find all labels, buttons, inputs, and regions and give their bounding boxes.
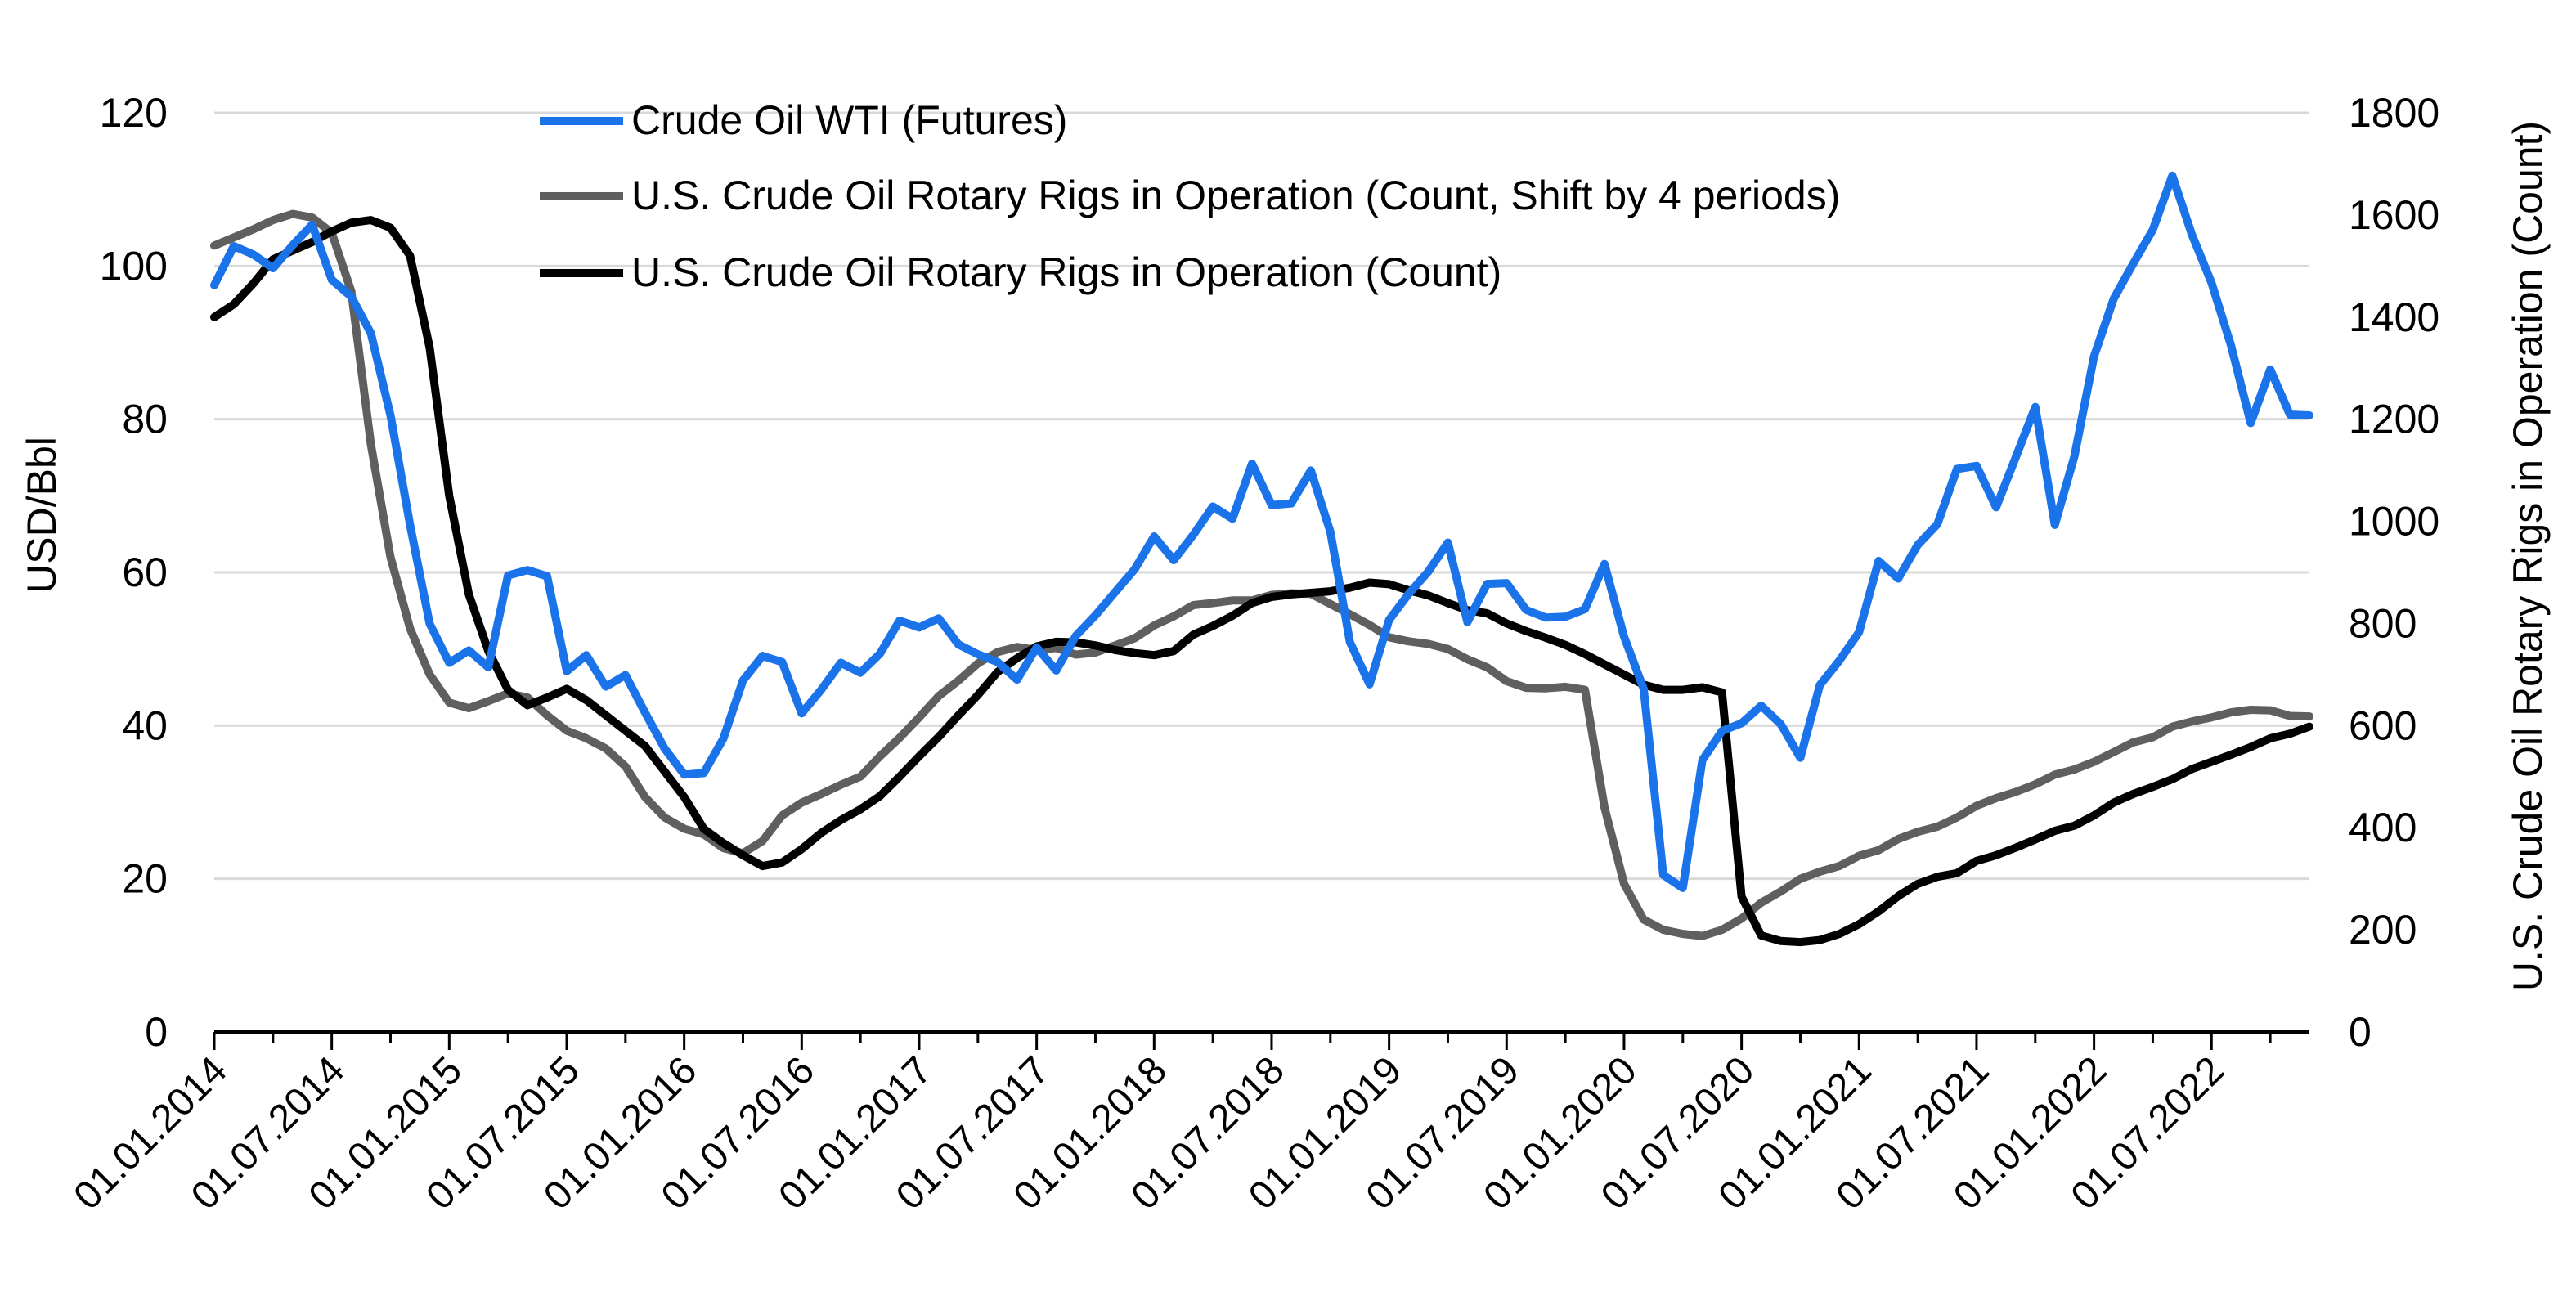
y2-tick-label: 0	[2349, 1009, 2372, 1055]
y2-tick-label: 1400	[2349, 294, 2439, 340]
y2-tick-label: 400	[2349, 805, 2417, 850]
y2-tick-label: 1800	[2349, 90, 2439, 136]
y-axis-title: USD/Bbl	[19, 437, 65, 594]
y2-tick-label: 1600	[2349, 192, 2439, 238]
y-tick-label: 80	[122, 397, 168, 442]
legend-label-wti: Crude Oil WTI (Futures)	[631, 97, 1067, 143]
series-line-rigs-shifted	[210, 209, 2313, 940]
legend-item-rigs: U.S. Crude Oil Rotary Rigs in Operation …	[540, 249, 1501, 295]
y-tick-label: 20	[122, 856, 168, 902]
legend-label-rigs: U.S. Crude Oil Rotary Rigs in Operation …	[631, 249, 1501, 295]
legend-item-rigs-shifted: U.S. Crude Oil Rotary Rigs in Operation …	[540, 173, 1840, 218]
series-line-rigs	[210, 216, 2313, 947]
y2-tick-label: 1000	[2349, 499, 2439, 545]
series-lines	[210, 171, 2313, 947]
y-tick-label: 40	[122, 702, 168, 748]
y2-axis-title: U.S. Crude Oil Rotary Rigs in Operation …	[2505, 121, 2551, 991]
y-tick-label: 120	[100, 90, 168, 136]
y-tick-label: 100	[100, 243, 168, 289]
y-tick-label: 0	[145, 1009, 168, 1055]
legend-item-wti: Crude Oil WTI (Futures)	[540, 97, 1067, 143]
legend-label-rigs-shifted: U.S. Crude Oil Rotary Rigs in Operation …	[631, 173, 1840, 218]
series-line-wti	[210, 171, 2313, 892]
legend: Crude Oil WTI (Futures) U.S. Crude Oil R…	[540, 97, 1840, 295]
y2-tick-label: 1200	[2349, 397, 2439, 442]
y-tick-label: 60	[122, 550, 168, 595]
y2-tick-label: 200	[2349, 907, 2417, 953]
y2-tick-label: 800	[2349, 600, 2417, 646]
y2-tick-label: 600	[2349, 702, 2417, 748]
